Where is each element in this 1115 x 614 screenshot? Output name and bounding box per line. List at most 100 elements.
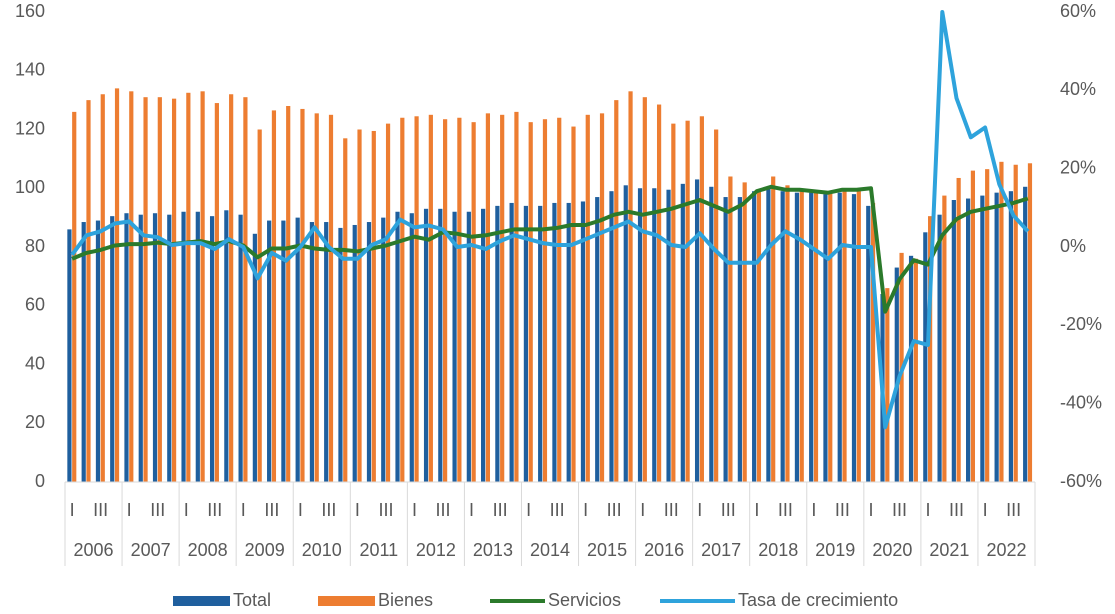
x-tick-label: III: [150, 500, 165, 520]
x-tick-label: III: [778, 500, 793, 520]
bar: [309, 222, 315, 482]
bar: [281, 220, 286, 482]
bar: [680, 183, 685, 482]
x-tick-label: I: [184, 500, 189, 520]
y-tick-label: 100: [15, 177, 45, 197]
bar: [428, 114, 433, 482]
bar: [1027, 163, 1033, 482]
bar: [343, 138, 348, 482]
x-tick-label: I: [983, 500, 988, 520]
group-label: 2008: [188, 540, 228, 560]
bar: [666, 189, 671, 482]
y-tick-label: 80: [25, 236, 45, 256]
bar: [1013, 164, 1018, 482]
bar: [338, 227, 343, 482]
bar: [214, 103, 219, 482]
bar: [500, 114, 505, 482]
bar: [571, 126, 576, 482]
x-tick-label: III: [93, 500, 108, 520]
bar: [785, 185, 790, 482]
bar: [400, 117, 405, 482]
bar: [438, 208, 443, 482]
bar: [599, 113, 605, 482]
x-tick-label: I: [298, 500, 303, 520]
bar: [129, 91, 134, 482]
bar: [923, 232, 928, 482]
bar: [966, 198, 971, 482]
y-tick-label: 0: [35, 471, 45, 491]
bar: [742, 182, 747, 482]
bar: [542, 119, 548, 482]
bar: [623, 185, 628, 482]
bar: [813, 191, 819, 482]
bar: [167, 214, 172, 482]
bar: [994, 192, 999, 482]
bar: [628, 91, 633, 482]
group-label: 2013: [473, 540, 513, 560]
y2-tick-label: 0%: [1060, 236, 1086, 256]
y2-tick-label: -40%: [1060, 392, 1102, 412]
group-label: 2022: [986, 540, 1026, 560]
bar: [138, 214, 143, 482]
y-tick-label: 140: [15, 60, 45, 80]
bar: [956, 177, 961, 482]
bar: [566, 202, 571, 482]
x-tick-label: I: [697, 500, 702, 520]
bar: [409, 213, 414, 482]
x-tick-label: III: [664, 500, 679, 520]
bar: [509, 202, 514, 482]
bar: [157, 97, 162, 482]
bar: [229, 94, 234, 482]
bar: [828, 192, 833, 482]
bar: [723, 197, 728, 482]
bar: [481, 208, 486, 482]
x-tick-label: III: [436, 500, 451, 520]
group-label: 2012: [416, 540, 456, 560]
x-tick-label: III: [550, 500, 565, 520]
bar: [908, 255, 914, 482]
bar: [357, 129, 362, 482]
bar: [257, 129, 262, 482]
bar: [851, 194, 857, 482]
bar: [81, 222, 86, 482]
bar: [381, 217, 386, 482]
x-tick-label: III: [1006, 500, 1021, 520]
bar: [495, 205, 500, 482]
x-tick-label: I: [526, 500, 531, 520]
group-label: 2011: [359, 540, 398, 560]
bar: [937, 214, 942, 482]
bar: [67, 229, 72, 482]
bar: [143, 97, 148, 482]
bar: [195, 211, 200, 482]
bar: [885, 288, 890, 482]
x-tick-label: III: [949, 500, 964, 520]
bar: [694, 179, 700, 482]
x-tick-label: III: [835, 500, 850, 520]
bar: [209, 216, 215, 482]
bar: [286, 106, 291, 482]
bar: [709, 186, 714, 482]
x-tick-label: III: [207, 500, 222, 520]
bar: [585, 114, 590, 482]
bar: [999, 161, 1004, 482]
x-tick-label: I: [583, 500, 588, 520]
x-tick-label: III: [321, 500, 336, 520]
bar: [823, 194, 828, 482]
bar: [980, 195, 985, 482]
bar: [985, 169, 990, 482]
bar: [523, 205, 529, 482]
legend-label: Servicios: [548, 590, 621, 610]
bar: [1008, 191, 1014, 482]
x-tick-label: I: [241, 500, 246, 520]
x-tick-label: III: [721, 500, 736, 520]
bar: [538, 205, 543, 482]
bar: [685, 120, 690, 482]
bar: [780, 191, 785, 482]
bar: [642, 97, 647, 482]
group-label: 2018: [758, 540, 798, 560]
bar: [267, 220, 272, 482]
bar: [656, 104, 662, 482]
y2-tick-label: 20%: [1060, 157, 1096, 177]
bar: [728, 176, 733, 482]
